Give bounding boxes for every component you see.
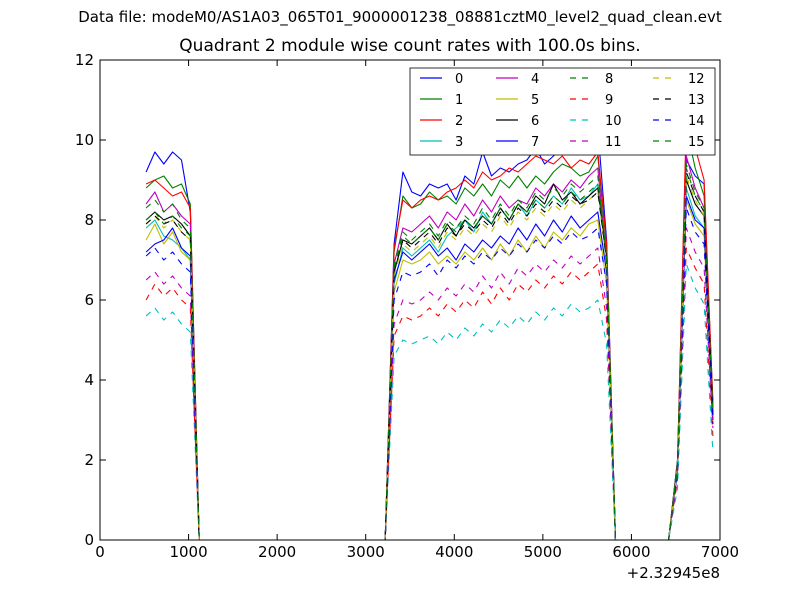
- legend-label-14: 14: [688, 114, 705, 129]
- legend-label-3: 3: [455, 135, 463, 150]
- series-line-14: [145, 207, 714, 540]
- legend-label-5: 5: [531, 93, 539, 108]
- y-tick-label: 12: [75, 51, 94, 69]
- series-line-5: [145, 199, 714, 540]
- y-tick-label: 0: [84, 531, 94, 549]
- series-line-4: [145, 155, 714, 540]
- figure-suptitle: Data file: modeM0/AS1A03_065T01_90000012…: [78, 8, 722, 26]
- series-line-1: [145, 127, 714, 540]
- x-tick-label: 4000: [435, 543, 473, 561]
- legend-label-0: 0: [455, 72, 463, 87]
- legend-label-4: 4: [531, 72, 539, 87]
- legend-label-1: 1: [455, 93, 463, 108]
- x-tick-label: 6000: [612, 543, 650, 561]
- legend-label-11: 11: [605, 135, 622, 150]
- x-tick-label: 7000: [701, 543, 739, 561]
- legend-label-13: 13: [688, 93, 705, 108]
- legend-label-7: 7: [531, 135, 539, 150]
- legend-label-10: 10: [605, 114, 622, 129]
- legend-label-2: 2: [455, 114, 463, 129]
- series-layer: [145, 119, 714, 540]
- series-line-6: [145, 179, 714, 540]
- y-tick-label: 6: [84, 291, 94, 309]
- chart-title: Quadrant 2 module wise count rates with …: [179, 36, 641, 56]
- series-line-9: [145, 247, 714, 540]
- series-line-7: [145, 195, 714, 540]
- legend-box: [409, 67, 716, 156]
- series-line-11: [145, 227, 714, 540]
- x-tick-label: 1000: [169, 543, 207, 561]
- legend-label-9: 9: [605, 93, 613, 108]
- x-offset-label: +2.32945e8: [627, 564, 720, 582]
- x-tick-label: 2000: [258, 543, 296, 561]
- legend-label-6: 6: [531, 114, 539, 129]
- legend-label-8: 8: [605, 72, 613, 87]
- x-tick-label: 5000: [524, 543, 562, 561]
- y-tick-label: 10: [75, 131, 94, 149]
- x-tick-label: 3000: [347, 543, 385, 561]
- series-line-0: [145, 127, 714, 540]
- legend-label-15: 15: [688, 135, 705, 150]
- series-line-2: [145, 119, 714, 540]
- y-tick-label: 8: [84, 211, 94, 229]
- y-tick-label: 4: [84, 371, 94, 389]
- y-tick-label: 2: [84, 451, 94, 469]
- legend-label-12: 12: [688, 72, 705, 87]
- x-tick-label: 0: [95, 543, 105, 561]
